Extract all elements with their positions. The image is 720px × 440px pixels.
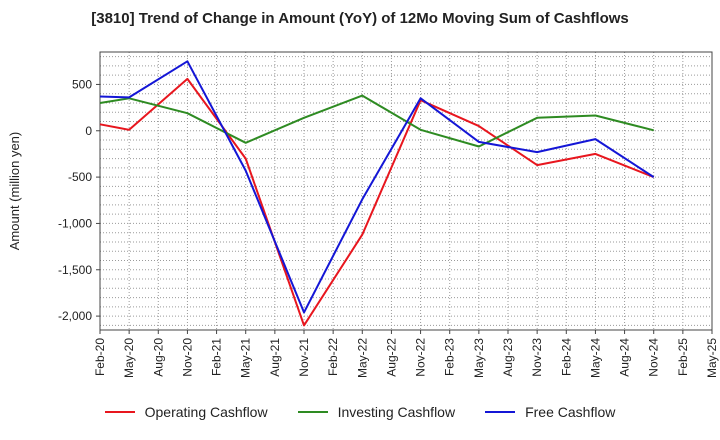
x-tick-label: Nov-23: [530, 338, 544, 377]
y-tick-label: -1,000: [58, 216, 92, 230]
y-axis-title: Amount (million yen): [7, 132, 22, 251]
x-tick-label: Feb-22: [326, 338, 340, 376]
legend-label: Free Cashflow: [525, 404, 616, 420]
y-tick-label: 500: [72, 77, 92, 91]
chart-legend: Operating Cashflow Investing Cashflow Free…: [0, 404, 720, 420]
legend-item-operating-cashflow: Operating Cashflow: [104, 404, 268, 420]
x-tick-label: May-21: [239, 338, 253, 378]
legend-label: Investing Cashflow: [337, 404, 456, 420]
x-tick-label: May-20: [122, 338, 136, 378]
legend-item-free-cashflow: Free Cashflow: [485, 404, 615, 420]
x-tick-label: Feb-23: [443, 338, 457, 376]
x-tick-label: Nov-24: [647, 338, 661, 377]
x-tick-label: Feb-21: [210, 338, 224, 376]
x-tick-label: Feb-24: [559, 338, 573, 376]
y-tick-label: 0: [85, 124, 92, 138]
x-tick-label: Feb-25: [676, 338, 690, 376]
x-tick-label: May-22: [355, 338, 369, 378]
series-line-operating-cashflow: [99, 77, 655, 327]
legend-label: Operating Cashflow: [144, 404, 268, 420]
y-tick-label: -2,000: [58, 309, 92, 323]
legend-swatch: [104, 411, 135, 413]
x-tick-label: Aug-21: [268, 338, 282, 377]
x-tick-label: Nov-20: [180, 338, 194, 377]
x-tick-label: Feb-20: [93, 338, 107, 376]
x-tick-label: May-23: [472, 338, 486, 378]
x-tick-label: Nov-21: [297, 338, 311, 377]
x-tick-label: Aug-23: [501, 338, 515, 377]
legend-swatch: [297, 411, 328, 413]
x-tick-label: Aug-22: [384, 338, 398, 377]
series-line-investing-cashflow: [99, 94, 654, 148]
x-tick-label: May-25: [705, 338, 719, 378]
x-tick-label: Aug-24: [618, 338, 632, 377]
legend-swatch: [485, 411, 516, 413]
x-tick-label: Aug-20: [151, 338, 165, 377]
chart-title: [3810] Trend of Change in Amount (YoY) o…: [91, 10, 629, 27]
series-line-free-cashflow: [99, 60, 655, 314]
y-tick-label: -1,500: [58, 263, 92, 277]
y-tick-label: -500: [68, 170, 92, 184]
legend-item-investing-cashflow: Investing Cashflow: [297, 404, 456, 420]
x-tick-label: Nov-22: [414, 338, 428, 377]
x-tick-label: May-24: [588, 338, 602, 378]
plot-area-frame: [99, 51, 713, 331]
